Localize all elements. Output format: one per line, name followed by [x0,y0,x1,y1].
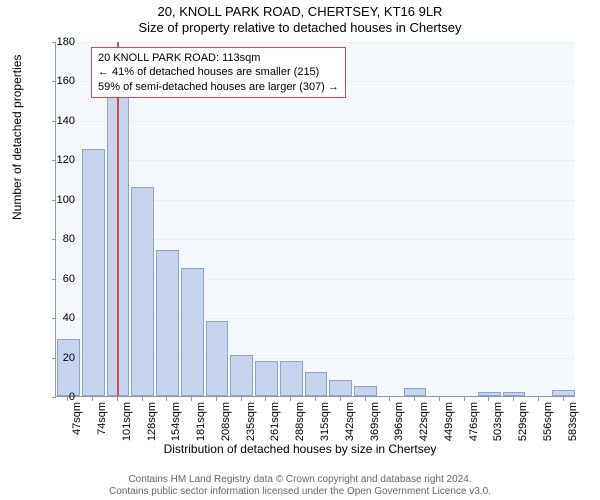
x-tick-label: 47sqm [71,402,83,435]
x-tick-mark [265,397,266,401]
y-tick-label: 0 [45,391,75,403]
x-tick-label: 74sqm [96,402,108,435]
histogram-bar [305,372,328,396]
x-tick-mark [365,397,366,401]
x-tick-label: 181sqm [195,402,207,441]
x-tick-mark [315,397,316,401]
footer-line1: Contains HM Land Registry data © Crown c… [0,474,600,486]
x-tick-label: 449sqm [443,402,455,441]
y-tick-label: 180 [45,36,75,48]
histogram-bar [230,355,253,396]
page-subtitle: Size of property relative to detached ho… [0,19,600,35]
x-tick-label: 208sqm [220,402,232,441]
x-tick-mark [538,397,539,401]
y-tick-label: 100 [45,194,75,206]
histogram-bar [255,361,278,397]
x-tick-label: 101sqm [121,402,133,441]
y-tick-label: 40 [45,312,75,324]
x-tick-label: 288sqm [294,402,306,441]
info-box: 20 KNOLL PARK ROAD: 113sqm← 41% of detac… [91,47,346,98]
chart-container: 20, KNOLL PARK ROAD, CHERTSEY, KT16 9LR … [0,0,600,500]
histogram-bar [478,392,501,396]
x-tick-mark [513,397,514,401]
y-tick-label: 60 [45,273,75,285]
x-tick-label: 342sqm [344,402,356,441]
x-tick-mark [92,397,93,401]
x-tick-label: 529sqm [517,402,529,441]
x-tick-label: 235sqm [245,402,257,441]
x-tick-label: 503sqm [492,402,504,441]
info-box-line: ← 41% of detached houses are smaller (21… [98,65,339,79]
histogram-bar [82,149,105,396]
gridline [56,160,575,161]
histogram-bar [552,390,575,396]
x-tick-mark [191,397,192,401]
plot-area: 20 KNOLL PARK ROAD: 113sqm← 41% of detac… [55,42,575,397]
x-tick-mark [439,397,440,401]
footer: Contains HM Land Registry data © Crown c… [0,474,600,500]
histogram-bar [404,388,427,396]
x-tick-mark [241,397,242,401]
x-tick-label: 315sqm [319,402,331,441]
x-tick-mark [563,397,564,401]
x-tick-label: 128sqm [146,402,158,441]
gridline [56,42,575,43]
x-tick-label: 476sqm [468,402,480,441]
y-tick-label: 120 [45,154,75,166]
x-tick-mark [488,397,489,401]
histogram-bar [131,187,154,396]
histogram-bar [503,392,526,396]
y-axis-label: Number of detached properties [10,55,24,220]
x-tick-label: 154sqm [170,402,182,441]
x-tick-label: 583sqm [567,402,579,441]
y-tick-label: 20 [45,352,75,364]
gridline [56,121,575,122]
x-tick-label: 369sqm [369,402,381,441]
footer-line2: Contains public sector information licen… [0,486,600,498]
x-tick-mark [142,397,143,401]
histogram-bar [280,361,303,397]
x-tick-label: 422sqm [418,402,430,441]
y-tick-label: 160 [45,75,75,87]
histogram-bar [181,268,204,396]
x-tick-mark [166,397,167,401]
x-tick-label: 556sqm [542,402,554,441]
chart-region: 20 KNOLL PARK ROAD: 113sqm← 41% of detac… [55,42,575,397]
y-tick-label: 80 [45,233,75,245]
page-title: 20, KNOLL PARK ROAD, CHERTSEY, KT16 9LR [0,0,600,19]
x-axis-label: Distribution of detached houses by size … [0,442,600,456]
x-tick-mark [464,397,465,401]
x-tick-mark [414,397,415,401]
x-tick-mark [290,397,291,401]
x-tick-mark [389,397,390,401]
histogram-bar [156,250,179,396]
x-tick-mark [340,397,341,401]
x-tick-mark [117,397,118,401]
x-tick-label: 261sqm [269,402,281,441]
x-tick-mark [216,397,217,401]
histogram-bar [206,321,229,396]
histogram-bar [57,339,80,396]
info-box-line: 59% of semi-detached houses are larger (… [98,80,339,94]
histogram-bar [354,386,377,396]
y-tick-label: 140 [45,115,75,127]
x-tick-label: 396sqm [393,402,405,441]
info-box-line: 20 KNOLL PARK ROAD: 113sqm [98,51,339,65]
histogram-bar [329,380,352,396]
